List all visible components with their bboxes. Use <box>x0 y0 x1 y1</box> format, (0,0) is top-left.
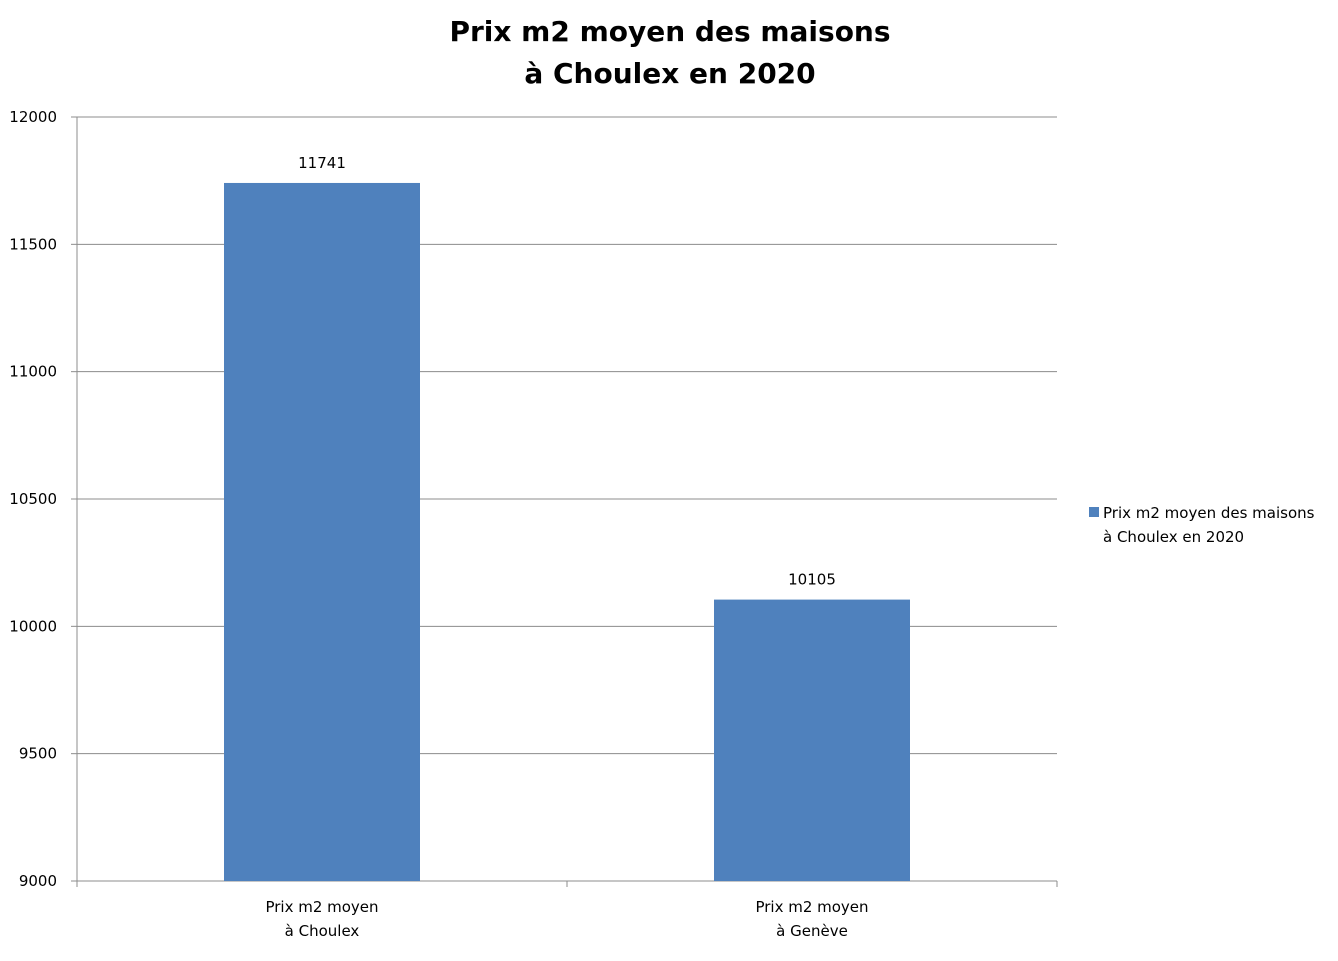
y-tick-label: 10500 <box>9 490 57 508</box>
x-tick-label: Prix m2 moyen à Choulex <box>265 898 378 940</box>
value-label: 10105 <box>788 571 836 589</box>
value-label: 11741 <box>298 154 346 172</box>
y-tick-label: 11500 <box>9 235 57 253</box>
y-tick-label: 10000 <box>9 617 57 635</box>
x-tick-label: Prix m2 moyen à Genève <box>755 898 868 940</box>
y-tick-label: 9000 <box>19 872 57 890</box>
y-tick-label: 11000 <box>9 363 57 381</box>
bar <box>714 599 910 881</box>
y-tick-label: 12000 <box>9 108 57 126</box>
legend-label: Prix m2 moyen des maisons à Choulex en 20… <box>1103 504 1315 546</box>
legend-swatch <box>1089 507 1099 517</box>
y-tick-label: 9500 <box>19 745 57 763</box>
bar <box>224 182 420 881</box>
chart-title: Prix m2 moyen des maisons à Choulex en 20… <box>449 15 890 90</box>
